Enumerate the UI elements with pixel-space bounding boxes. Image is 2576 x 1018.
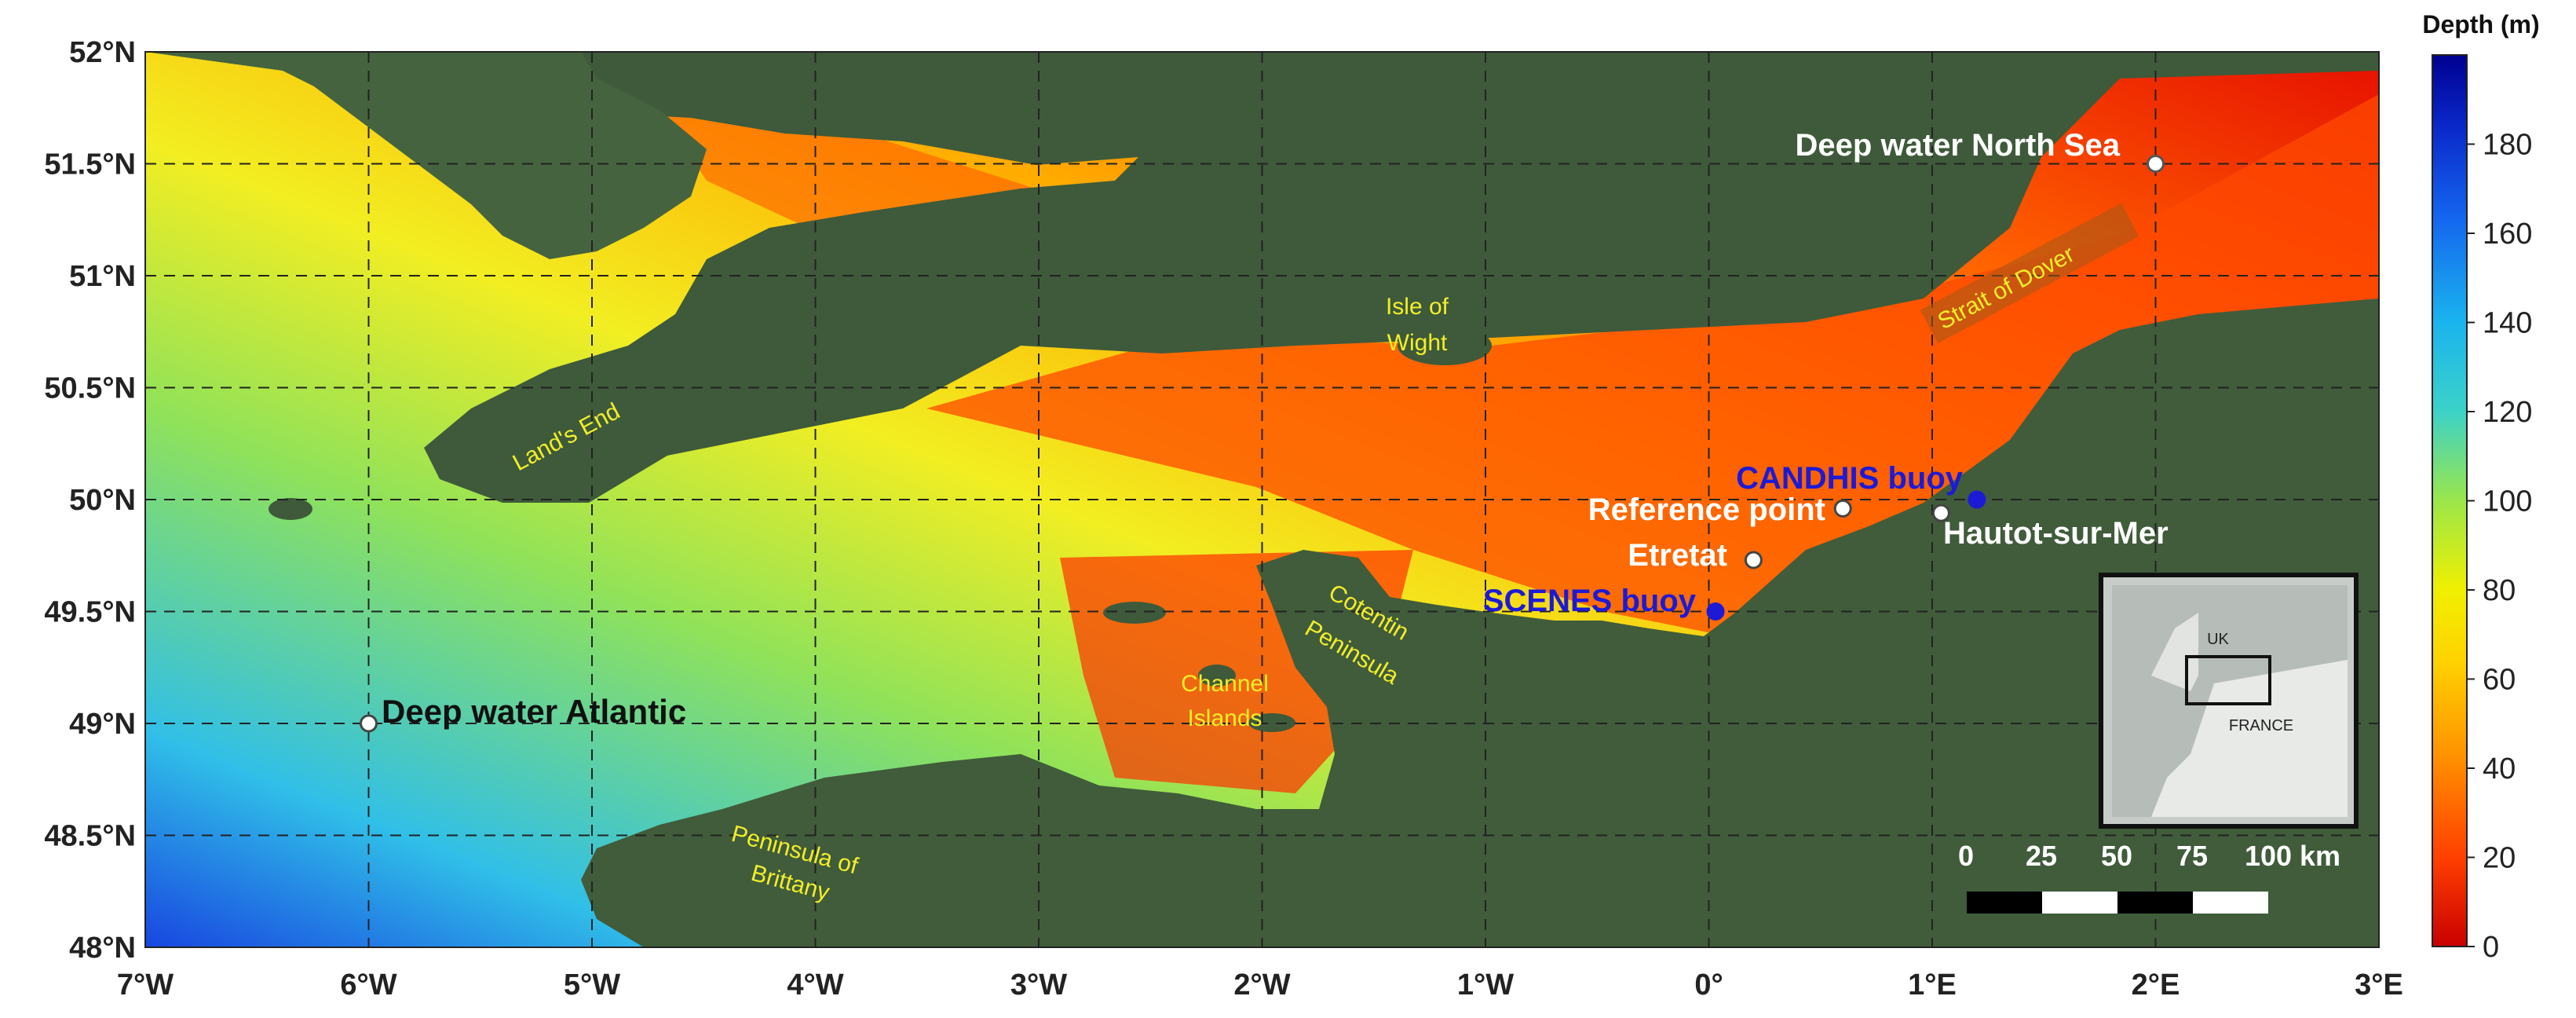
- latitude-tick-label: 48°N: [69, 932, 136, 965]
- channel-island-1: [1103, 602, 1166, 624]
- colorbar-gradient: [2432, 54, 2468, 947]
- deep-water-atlantic-marker: [360, 714, 378, 733]
- isle-of-wight-label-2: Wight: [1387, 330, 1448, 356]
- scilly-isles: [269, 498, 312, 520]
- wales-land: [145, 52, 707, 259]
- latitude-tick-label: 51°N: [69, 260, 136, 293]
- colorbar: Depth (m) 0 20 40 60 80 100 120 140 160 180: [2422, 10, 2539, 964]
- scale-label-0: 0: [1958, 840, 1974, 872]
- scale-seg-1: [1967, 892, 2042, 914]
- etretat-marker: [1744, 551, 1763, 569]
- longitude-tick-label: 0°: [1694, 969, 1723, 1002]
- colorbar-title: Depth (m): [2422, 10, 2539, 38]
- scale-label-100km: 100 km: [2245, 840, 2340, 872]
- inset-europe-land: [2151, 660, 2348, 817]
- inset-study-area-box: [2185, 655, 2271, 705]
- point-labels: Deep water North Sea CANDHIS buoy Refere…: [382, 128, 2169, 730]
- hautot-sur-mer-marker: [1931, 504, 1950, 522]
- latitude-tick-label: 50.5°N: [44, 372, 136, 405]
- colorbar-tick-label: 40: [2483, 753, 2516, 785]
- inset-uk-label: UK: [2207, 631, 2229, 648]
- isle-of-wight-label-1: Isle of: [1386, 294, 1449, 320]
- channel-island-3: [1248, 713, 1295, 732]
- scale-label-25: 25: [2026, 840, 2057, 872]
- strait-of-dover-band: [1920, 203, 2139, 344]
- reference-point-marker: [1833, 499, 1852, 518]
- isle-of-wight-land: [1398, 326, 1492, 365]
- colorbar-tick-label: 180: [2483, 129, 2532, 162]
- deep-water-north-sea-label: Deep water North Sea: [1796, 128, 2121, 163]
- england-land: [145, 52, 2379, 503]
- etretat-label: Etretat: [1628, 538, 1727, 573]
- longitude-tick-label: 3°E: [2355, 969, 2403, 1002]
- scenes-buoy-marker: [1706, 602, 1725, 621]
- colorbar-tick-label: 20: [2483, 842, 2516, 875]
- scale-seg-2: [2042, 892, 2117, 914]
- deep-water-north-sea-marker: [2147, 155, 2165, 173]
- longitude-tick-label: 2°E: [2132, 969, 2180, 1002]
- latitude-tick-label: 49°N: [69, 708, 136, 741]
- longitude-tick-label: 6°W: [340, 969, 396, 1002]
- map-area: [145, 52, 2379, 947]
- candhis-buoy-marker: [1968, 490, 1986, 509]
- latitude-tick-label: 52°N: [69, 36, 136, 69]
- colorbar-ticks: 0 20 40 60 80 100 120 140 160 180: [2467, 129, 2532, 964]
- latitude-tick-label: 48.5°N: [44, 820, 136, 853]
- point-markers: [360, 155, 2165, 733]
- reference-point-label: Reference point: [1588, 493, 1825, 527]
- channel-island-2: [1198, 665, 1236, 687]
- latitude-ticks: 52°N 51.5°N 51°N 50.5°N 50°N 49.5°N 49°N 48.5°N…: [44, 36, 136, 965]
- colorbar-tick-label: 100: [2483, 485, 2532, 518]
- scale-label-50: 50: [2101, 840, 2132, 872]
- latitude-tick-label: 51.5°N: [44, 148, 136, 181]
- longitude-tick-label: 3°W: [1010, 969, 1067, 1002]
- deep-water-atlantic-label: Deep water Atlantic: [382, 693, 686, 730]
- colorbar-tick-label: 80: [2483, 574, 2516, 607]
- candhis-buoy-label: CANDHIS buoy: [1736, 461, 1964, 496]
- longitude-ticks: 7°W 6°W 5°W 4°W 3°W 2°W 1°W 0° 1°E 2°E 3°E: [117, 969, 2403, 1002]
- longitude-tick-label: 7°W: [117, 969, 174, 1002]
- colorbar-tick-label: 140: [2483, 307, 2532, 340]
- channel-shallows: [926, 94, 2379, 636]
- longitude-tick-label: 5°W: [564, 969, 620, 1002]
- longitude-tick-label: 4°W: [787, 969, 843, 1002]
- colorbar-tick-label: 0: [2483, 931, 2499, 964]
- longitude-tick-label: 1°W: [1457, 969, 1514, 1002]
- inset-france-label: FRANCE: [2229, 717, 2293, 734]
- scale-seg-3: [2117, 892, 2193, 914]
- scale-seg-4: [2193, 892, 2268, 914]
- colorbar-tick-label: 160: [2483, 218, 2532, 251]
- inset-map: UK FRANCE: [2099, 573, 2359, 829]
- scale-bar: 0 25 50 75 100 km: [1958, 840, 2340, 914]
- latitude-tick-label: 50°N: [69, 484, 136, 517]
- channel-islands-label-2: Islands: [1187, 705, 1262, 731]
- latitude-tick-label: 49.5°N: [44, 596, 136, 629]
- longitude-tick-label: 1°E: [1908, 969, 1957, 1002]
- scale-label-75: 75: [2176, 840, 2208, 872]
- scenes-buoy-label: SCENES buoy: [1483, 584, 1697, 618]
- channel-islands-label-1: Channel: [1181, 671, 1269, 697]
- hautot-sur-mer-label: Hautot-sur-Mer: [1943, 516, 2169, 551]
- longitude-tick-label: 2°W: [1233, 969, 1290, 1002]
- colorbar-tick-label: 120: [2483, 396, 2532, 429]
- france-land: [581, 298, 2379, 947]
- colorbar-tick-label: 60: [2483, 664, 2516, 697]
